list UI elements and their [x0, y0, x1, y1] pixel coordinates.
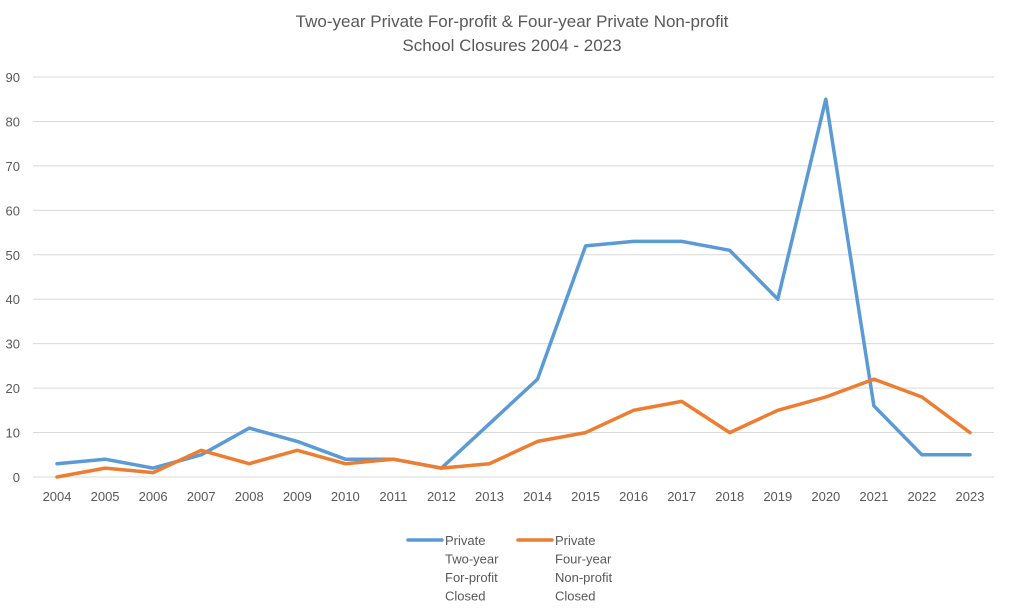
y-tick-label: 70: [6, 159, 20, 174]
x-tick-label: 2020: [811, 489, 840, 504]
y-tick-label: 60: [6, 203, 20, 218]
x-tick-label: 2009: [283, 489, 312, 504]
legend: Private Two-year For-profit Closed Private Fo…: [406, 533, 612, 604]
legend-label-1: Two-year: [445, 552, 499, 567]
y-tick-label: 90: [6, 70, 20, 85]
x-tick-label: 2004: [43, 489, 72, 504]
chart-title: Two-year Private For-profit & Four-year …: [296, 12, 729, 55]
series-line-2: [55, 377, 972, 479]
y-tick-label: 20: [6, 381, 20, 396]
x-tick-label: 2008: [235, 489, 264, 504]
x-tick-label: 2017: [667, 489, 696, 504]
legend-label-1: Private: [445, 533, 485, 548]
legend-label-2: Non-profit: [555, 570, 612, 585]
x-tick-label: 2005: [91, 489, 120, 504]
x-tick-label: 2013: [475, 489, 504, 504]
series-line-1: [55, 97, 972, 470]
y-tick-label: 10: [6, 426, 20, 441]
legend-label-2: Closed: [555, 589, 595, 604]
x-tick-label: 2007: [187, 489, 216, 504]
chart-title-line-1: Two-year Private For-profit & Four-year …: [296, 12, 729, 31]
chart-title-line-2: School Closures 2004 - 2023: [402, 36, 621, 55]
x-tick-label: 2023: [956, 489, 985, 504]
legend-label-1: For-profit: [445, 570, 498, 585]
x-tick-label: 2011: [379, 489, 407, 504]
x-tick-label: 2022: [907, 489, 936, 504]
series-lines: [55, 97, 972, 479]
x-tick-label: 2014: [523, 489, 552, 504]
x-tick-label: 2010: [331, 489, 360, 504]
x-tick-label: 2006: [139, 489, 168, 504]
x-tick-label: 2015: [571, 489, 600, 504]
y-tick-label: 50: [6, 248, 20, 263]
x-tick-label: 2021: [859, 489, 888, 504]
y-tick-label: 0: [13, 470, 20, 485]
y-tick-label: 40: [6, 292, 20, 307]
legend-label-1: Closed: [445, 589, 485, 604]
x-axis-ticks: 2004 2005 2006 2007 2008 2009 2010 2011 2012 2013…: [43, 489, 985, 504]
y-tick-label: 30: [6, 337, 20, 352]
x-tick-label: 2012: [427, 489, 456, 504]
x-tick-label: 2018: [715, 489, 744, 504]
y-tick-label: 80: [6, 114, 20, 129]
gridlines: [33, 76, 994, 478]
legend-label-2: Four-year: [555, 552, 612, 567]
legend-label-2: Private: [555, 533, 595, 548]
x-tick-label: 2016: [619, 489, 648, 504]
x-tick-label: 2019: [763, 489, 792, 504]
y-axis-ticks: 0 10 20 30 40 50 60 70 80 90: [6, 70, 20, 485]
